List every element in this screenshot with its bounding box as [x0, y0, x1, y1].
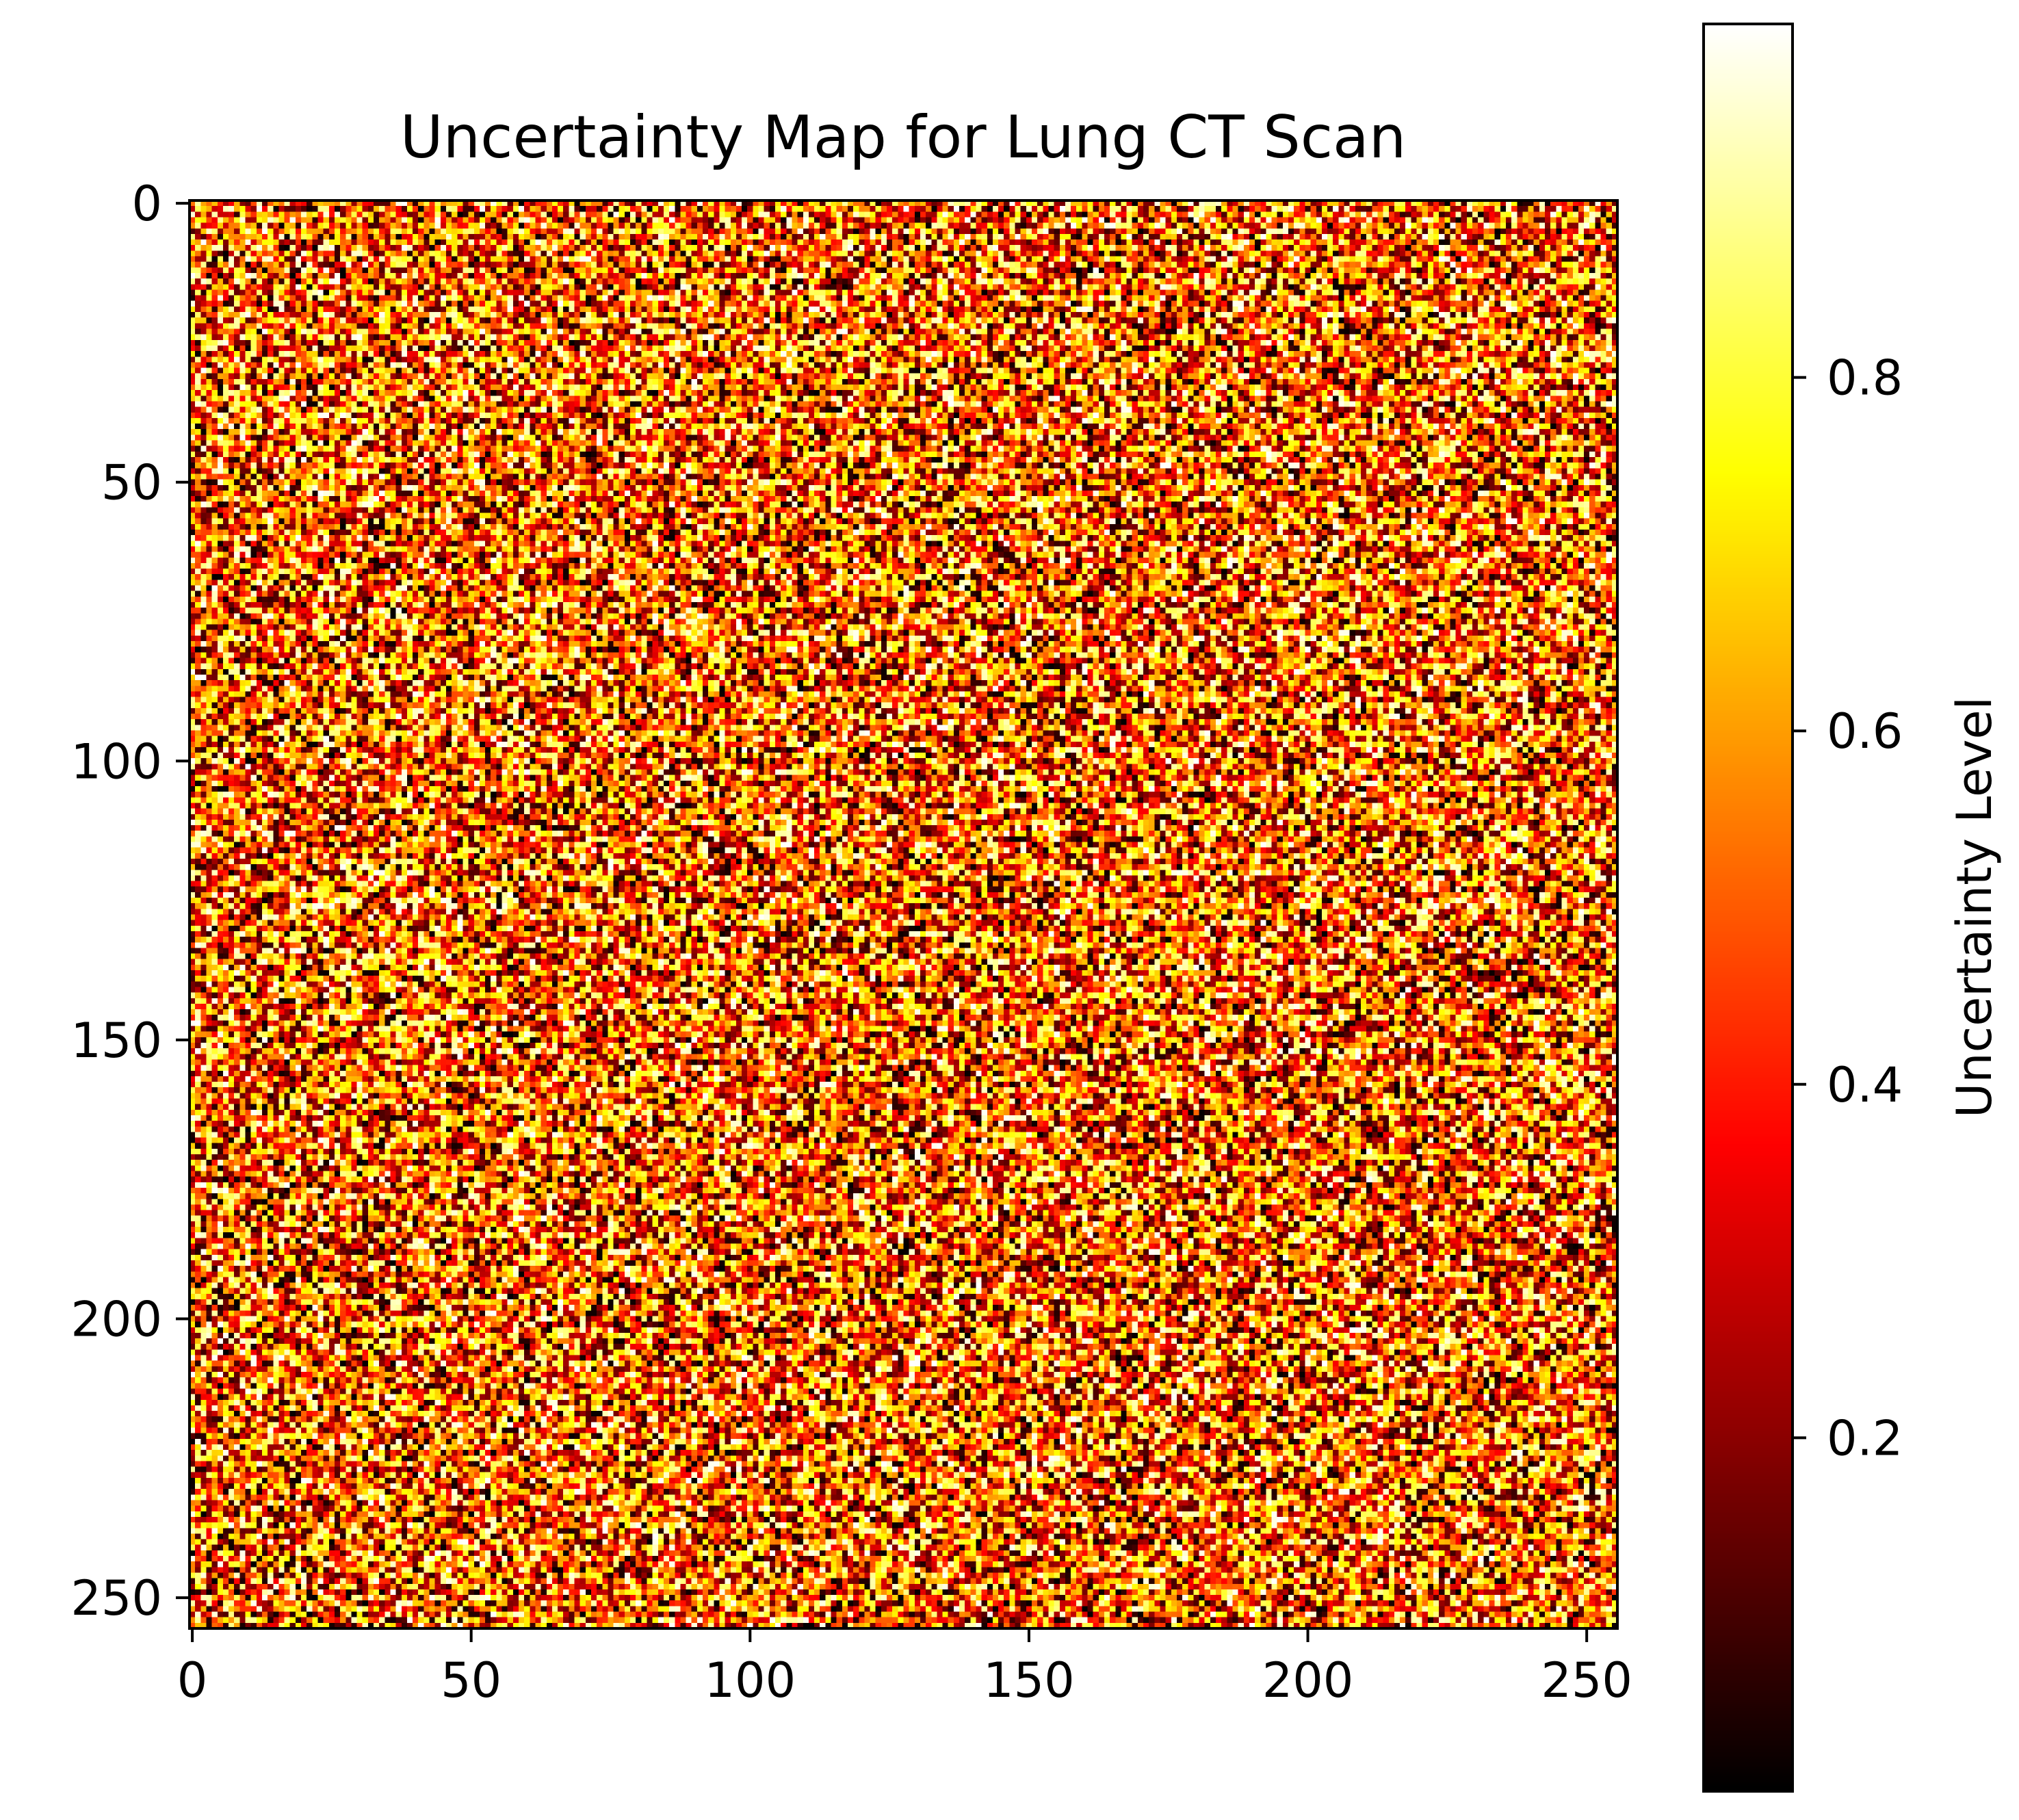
y-tick-label: 150 [70, 1013, 162, 1069]
x-tick-label: 200 [1262, 1652, 1354, 1708]
y-axis: 0 50 100 150 200 250 [70, 176, 190, 1626]
colorbar-frame [1702, 23, 1794, 1793]
x-tick-label: 250 [1541, 1652, 1632, 1708]
y-tick-label: 100 [70, 733, 162, 790]
x-tick-label: 50 [441, 1652, 502, 1708]
colorbar-gradient [1704, 24, 1793, 1791]
x-tick-label: 150 [983, 1652, 1075, 1708]
y-tick-label: 250 [70, 1570, 162, 1626]
y-tick-label: 200 [70, 1292, 162, 1348]
colorbar-tick-label: 0.4 [1827, 1057, 1903, 1113]
heatmap-frame [188, 199, 1619, 1630]
colorbar-label: Uncertainty Level [1946, 697, 2003, 1118]
x-tick-label: 0 [177, 1652, 208, 1708]
chart-title: Uncertainty Map for Lung CT Scan [400, 103, 1407, 172]
colorbar-tick-label: 0.8 [1827, 350, 1903, 406]
heatmap-image [190, 200, 1617, 1628]
colorbar-tick-label: 0.2 [1827, 1410, 1903, 1466]
colorbar-axis: 0.2 0.4 0.6 0.8 [1793, 350, 1903, 1466]
x-tick-label: 100 [705, 1652, 796, 1708]
x-axis: 0 50 100 150 200 250 [177, 1628, 1632, 1708]
y-tick-label: 0 [131, 176, 162, 232]
colorbar-tick-label: 0.6 [1827, 703, 1903, 759]
y-tick-label: 50 [101, 455, 162, 511]
